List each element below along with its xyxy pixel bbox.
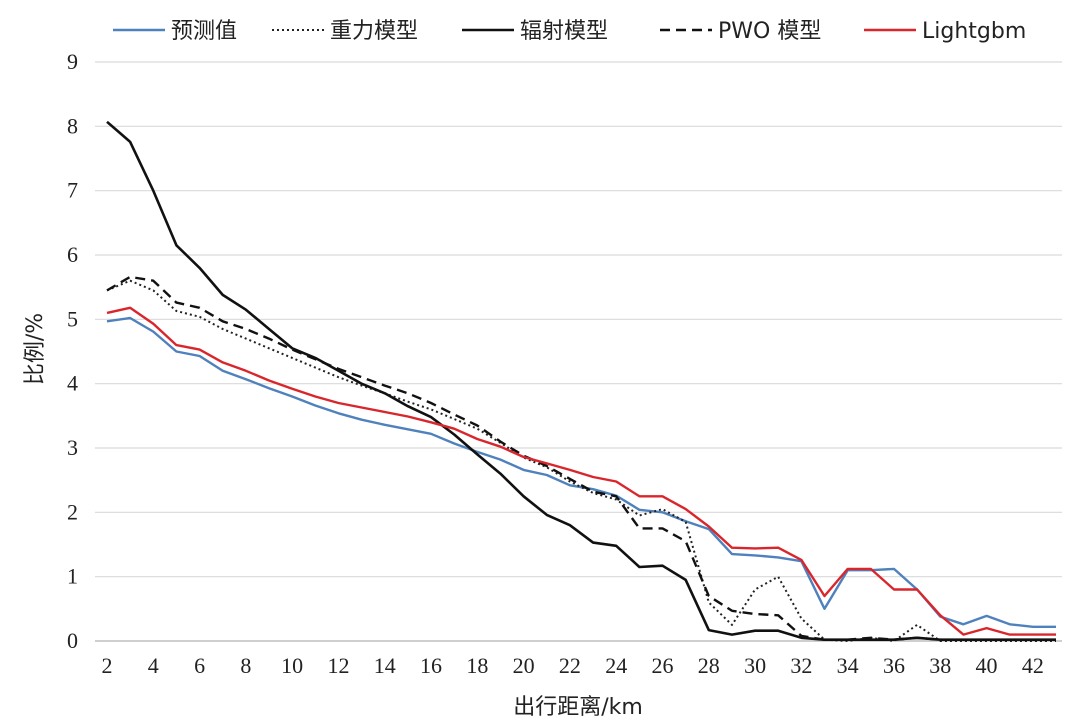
y-tick-label: 0 bbox=[67, 628, 78, 653]
legend-label: PWO 模型 bbox=[718, 19, 821, 44]
y-tick-label: 8 bbox=[67, 113, 78, 138]
x-tick-label: 18 bbox=[466, 653, 488, 678]
series-lines bbox=[106, 120, 1056, 642]
x-tick-label: 26 bbox=[652, 653, 674, 678]
legend-label: 预测值 bbox=[171, 19, 237, 44]
legend-label: Lightgbm bbox=[922, 19, 1026, 44]
legend-item-3: PWO 模型 bbox=[660, 19, 821, 44]
x-tick-label: 28 bbox=[698, 653, 720, 678]
y-tick-label: 1 bbox=[67, 564, 78, 589]
y-tick-label: 5 bbox=[67, 306, 78, 331]
series-line-3 bbox=[106, 275, 1056, 641]
y-tick-label: 9 bbox=[67, 49, 78, 74]
x-tick-label: 36 bbox=[883, 653, 905, 678]
x-tick-label: 40 bbox=[976, 653, 998, 678]
x-tick-label: 14 bbox=[374, 653, 396, 678]
y-tick-label: 6 bbox=[67, 242, 78, 267]
legend-item-2: 辐射模型 bbox=[462, 19, 608, 44]
y-tick-label: 3 bbox=[67, 435, 78, 460]
x-tick-label: 34 bbox=[837, 653, 859, 678]
x-tick-label: 4 bbox=[148, 653, 159, 678]
x-tick-label: 10 bbox=[281, 653, 303, 678]
legend-item-1: 重力模型 bbox=[272, 19, 418, 44]
x-tick-label: 22 bbox=[559, 653, 581, 678]
y-tick-label: 7 bbox=[67, 178, 78, 203]
x-tick-label: 2 bbox=[102, 653, 113, 678]
x-tick-label: 32 bbox=[790, 653, 812, 678]
x-tick-label: 8 bbox=[240, 653, 251, 678]
x-tick-label: 42 bbox=[1022, 653, 1044, 678]
x-tick-label: 12 bbox=[327, 653, 349, 678]
x-tick-label: 24 bbox=[605, 653, 627, 678]
legend: 预测值 重力模型 辐射模型 PWO 模型 Lightgbm bbox=[113, 19, 1026, 44]
legend-label: 重力模型 bbox=[330, 19, 418, 44]
gridlines bbox=[95, 61, 1062, 578]
legend-item-4: Lightgbm bbox=[864, 19, 1026, 44]
x-tick-label: 30 bbox=[744, 653, 766, 678]
series-line-0 bbox=[106, 316, 1056, 628]
series-line-4 bbox=[106, 306, 1056, 636]
legend-item-0: 预测值 bbox=[113, 19, 237, 44]
x-tick-label: 6 bbox=[194, 653, 205, 678]
legend-label: 辐射模型 bbox=[520, 19, 608, 44]
x-tick-labels: 2 4 6 8 10 12 14 16 18 20 22 24 26 28 30 32 34 36 38 40 42 bbox=[102, 653, 1044, 678]
y-tick-label: 2 bbox=[67, 499, 78, 524]
x-tick-label: 38 bbox=[929, 653, 951, 678]
x-tick-label: 16 bbox=[420, 653, 442, 678]
y-tick-labels: 0 1 2 3 4 5 6 7 8 9 bbox=[67, 49, 78, 653]
x-axis-label: 出行距离/km bbox=[513, 695, 643, 720]
y-axis-label: 比例/% bbox=[23, 313, 48, 385]
x-tick-label: 20 bbox=[513, 653, 535, 678]
y-tick-label: 4 bbox=[67, 371, 78, 396]
